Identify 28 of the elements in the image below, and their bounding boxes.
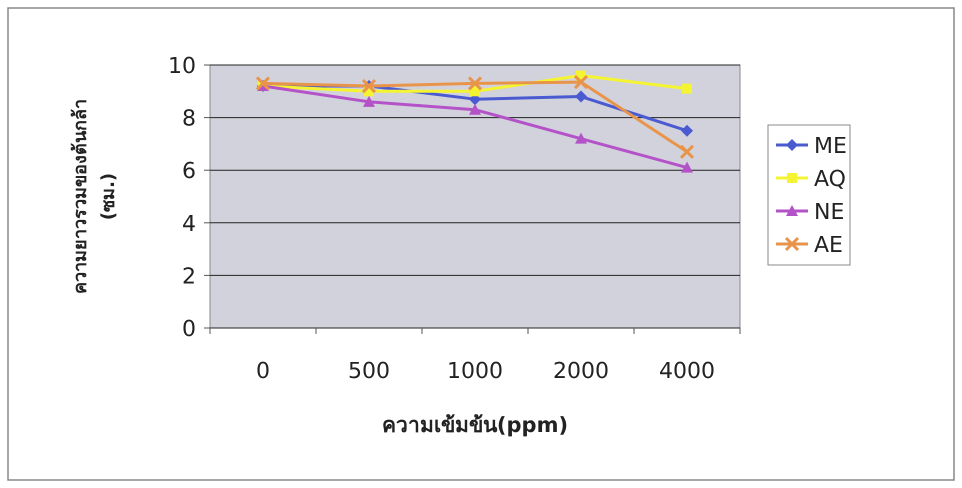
y-axis-title: ความยาวรวมของต้นกล้า (ซม.)	[70, 99, 119, 294]
point	[363, 96, 375, 107]
point	[256, 76, 270, 91]
point	[680, 144, 694, 160]
point	[682, 84, 692, 94]
x-tick-label: 1000	[447, 359, 503, 384]
y-tick-label: 8	[182, 106, 196, 132]
point	[681, 124, 693, 137]
x-tick-label: 500	[348, 359, 390, 384]
x-tick-label: 0	[256, 359, 270, 384]
x-tick-label: 4000	[659, 359, 715, 384]
y-tick-label: 0	[182, 317, 196, 342]
x-tick-label: 2000	[553, 359, 609, 384]
point	[575, 132, 587, 144]
legend-label: ME	[814, 134, 847, 159]
point	[575, 90, 587, 103]
point	[469, 104, 481, 115]
legend-label: AQ	[814, 167, 846, 192]
legend-label: AE	[814, 233, 843, 258]
point	[681, 162, 693, 173]
y-tick-label: 10	[168, 54, 196, 79]
y-tick-label: 2	[182, 264, 196, 290]
legend-label: NE	[814, 200, 844, 225]
x-axis-title: ความเข้มข้น(ppm)	[382, 413, 568, 437]
y-tick-label: 6	[182, 159, 196, 184]
y-tick-label: 4	[182, 212, 196, 237]
point	[574, 74, 588, 90]
point	[468, 76, 482, 91]
